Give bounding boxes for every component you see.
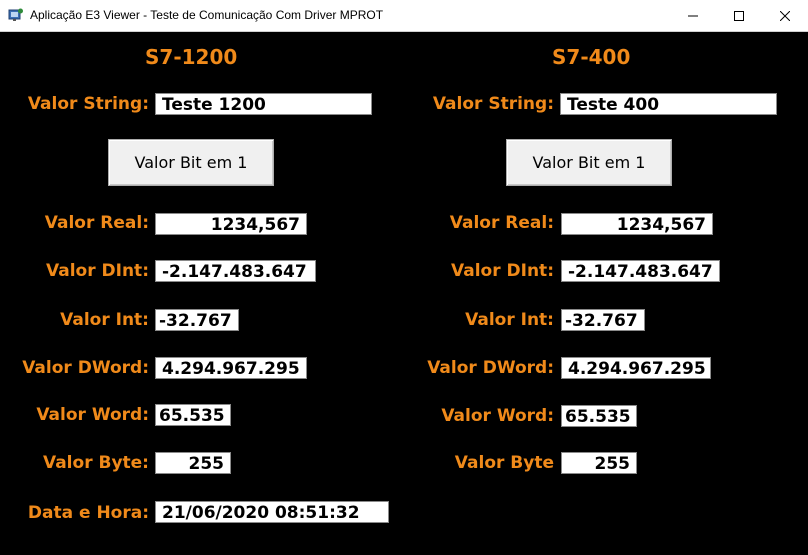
viewer-screen: S7-1200 Valor String: Teste 1200 Valor B… xyxy=(1,32,807,554)
title-bar[interactable]: Aplicação E3 Viewer - Teste de Comunicaç… xyxy=(0,0,808,32)
e3-viewer-app-icon xyxy=(8,8,23,21)
right-byte-label: Valor Byte xyxy=(454,453,554,473)
left-word-field[interactable]: 65.535 xyxy=(155,404,231,426)
right-real-field[interactable]: 1234,567 xyxy=(561,213,713,235)
close-icon xyxy=(780,10,790,21)
right-real-label: Valor Real: xyxy=(449,213,554,233)
left-dword-label: Valor DWord: xyxy=(22,358,149,378)
left-byte-field[interactable]: 255 xyxy=(155,452,231,474)
left-dint-field[interactable]: -2.147.483.647 xyxy=(155,260,316,282)
window-title: Aplicação E3 Viewer - Teste de Comunicaç… xyxy=(30,8,384,22)
minimize-button[interactable] xyxy=(670,0,716,31)
close-button[interactable] xyxy=(762,0,808,31)
maximize-icon xyxy=(734,10,744,21)
left-real-field[interactable]: 1234,567 xyxy=(155,213,307,235)
left-datetime-label: Data e Hora: xyxy=(27,503,149,523)
right-dword-field[interactable]: 4.294.967.295 xyxy=(561,357,711,379)
left-dint-label: Valor DInt: xyxy=(46,261,149,281)
right-byte-field[interactable]: 255 xyxy=(561,452,637,474)
right-int-field[interactable]: -32.767 xyxy=(561,309,645,331)
left-int-field[interactable]: -32.767 xyxy=(155,309,239,331)
left-dword-field[interactable]: 4.294.967.295 xyxy=(155,357,307,379)
right-string-field[interactable]: Teste 400 xyxy=(560,93,777,115)
right-word-field[interactable]: 65.535 xyxy=(561,405,637,427)
s7-400-title: S7-400 xyxy=(552,45,631,69)
left-word-label: Valor Word: xyxy=(36,405,149,425)
minimize-icon xyxy=(688,15,698,16)
left-real-label: Valor Real: xyxy=(44,213,149,233)
left-int-label: Valor Int: xyxy=(60,310,149,330)
right-int-label: Valor Int: xyxy=(465,310,554,330)
right-dword-label: Valor DWord: xyxy=(427,358,554,378)
right-dint-field[interactable]: -2.147.483.647 xyxy=(561,260,720,282)
left-bit-button[interactable]: Valor Bit em 1 xyxy=(108,139,274,186)
maximize-button[interactable] xyxy=(716,0,762,31)
left-byte-label: Valor Byte: xyxy=(42,453,149,473)
left-string-label: Valor String: xyxy=(27,94,149,114)
left-string-field[interactable]: Teste 1200 xyxy=(155,93,372,115)
right-word-label: Valor Word: xyxy=(441,406,554,426)
s7-1200-title: S7-1200 xyxy=(145,45,238,69)
left-datetime-field[interactable]: 21/06/2020 08:51:32 xyxy=(155,501,389,523)
right-bit-button[interactable]: Valor Bit em 1 xyxy=(506,139,672,186)
right-string-label: Valor String: xyxy=(432,94,554,114)
right-dint-label: Valor DInt: xyxy=(451,261,554,281)
